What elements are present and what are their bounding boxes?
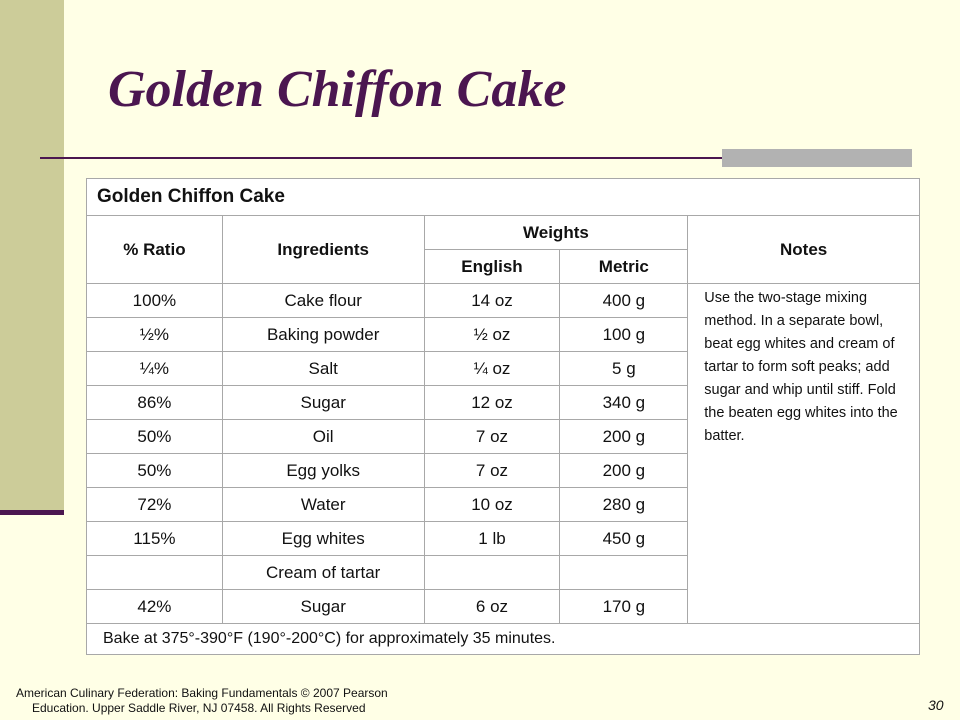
ingredient-cell: Oil xyxy=(221,419,425,454)
ingredient-cell: Water xyxy=(221,487,425,522)
metric-cell: 170 g xyxy=(559,589,689,624)
english-cell: 1 lb xyxy=(423,521,561,556)
english-cell: 14 oz xyxy=(423,283,561,318)
ratio-cell: 86% xyxy=(86,385,223,420)
header-ratio: % Ratio xyxy=(86,215,223,284)
ingredient-cell: Sugar xyxy=(221,385,425,420)
ratio-cell: 72% xyxy=(86,487,223,522)
credit-line-1: American Culinary Federation: Baking Fun… xyxy=(16,686,388,700)
sidebar-underline xyxy=(0,510,64,515)
english-cell: 12 oz xyxy=(423,385,561,420)
english-cell: 10 oz xyxy=(423,487,561,522)
english-cell: 6 oz xyxy=(423,589,561,624)
ingredient-cell: Cream of tartar xyxy=(221,555,425,590)
ingredient-cell: Salt xyxy=(221,351,425,386)
table-row: 115% Egg whites 1 lb 450 g xyxy=(86,521,920,556)
ratio-cell: 100% xyxy=(86,283,223,318)
title-rule xyxy=(40,157,910,159)
notes-cell: Use the two-stage mixing method. In a se… xyxy=(687,283,920,624)
metric-cell: 450 g xyxy=(559,521,689,556)
table-row: ¼% Salt ¼ oz 5 g xyxy=(86,351,920,386)
table-row: Cream of tartar xyxy=(86,555,920,590)
english-cell: 7 oz xyxy=(423,419,561,454)
ratio-cell xyxy=(86,555,223,590)
ingredient-cell: Sugar xyxy=(221,589,425,624)
ingredient-cell: Egg whites xyxy=(221,521,425,556)
table-row: 100% Cake flour 14 oz 400 g Use the two-… xyxy=(86,283,920,624)
header-weights: Weights xyxy=(423,215,689,250)
ratio-cell: 50% xyxy=(86,453,223,488)
metric-cell: 280 g xyxy=(559,487,689,522)
ingredient-cell: Cake flour xyxy=(221,283,425,318)
baking-instructions: Bake at 375°-390°F (190°-200°C) for appr… xyxy=(86,623,920,655)
table-row: ½% Baking powder ½ oz 100 g xyxy=(86,317,920,352)
table-row: 50% Oil 7 oz 200 g xyxy=(86,419,920,454)
metric-cell: 340 g xyxy=(559,385,689,420)
header-ingredients: Ingredients xyxy=(221,215,425,284)
ratio-cell: 42% xyxy=(86,589,223,624)
table-caption: Golden Chiffon Cake xyxy=(86,178,920,216)
table-row: 72% Water 10 oz 280 g xyxy=(86,487,920,522)
ratio-cell: ¼% xyxy=(86,351,223,386)
metric-cell: 400 g xyxy=(559,283,689,318)
table-row: 86% Sugar 12 oz 340 g xyxy=(86,385,920,420)
metric-cell: 100 g xyxy=(559,317,689,352)
ingredient-cell: Egg yolks xyxy=(221,453,425,488)
recipe-table: Golden Chiffon Cake % Ratio Ingredients … xyxy=(86,178,920,655)
metric-cell xyxy=(559,555,689,590)
header-english: English xyxy=(423,249,561,284)
page-number: 30 xyxy=(928,697,944,713)
metric-cell: 5 g xyxy=(559,351,689,386)
slide-title: Golden Chiffon Cake xyxy=(108,61,567,118)
header-metric: Metric xyxy=(559,249,689,284)
sidebar-band xyxy=(0,0,64,512)
english-cell: 7 oz xyxy=(423,453,561,488)
header-notes: Notes xyxy=(687,215,920,284)
ingredient-cell: Baking powder xyxy=(221,317,425,352)
credit-line-2: Education. Upper Saddle River, NJ 07458.… xyxy=(32,701,366,715)
table-row: 42% Sugar 6 oz 170 g xyxy=(86,589,920,624)
ratio-cell: 115% xyxy=(86,521,223,556)
english-cell: ¼ oz xyxy=(423,351,561,386)
metric-cell: 200 g xyxy=(559,453,689,488)
ratio-cell: 50% xyxy=(86,419,223,454)
english-cell: ½ oz xyxy=(423,317,561,352)
metric-cell: 200 g xyxy=(559,419,689,454)
title-accent-bar xyxy=(722,149,912,167)
english-cell xyxy=(423,555,561,590)
copyright-credit: American Culinary Federation: Baking Fun… xyxy=(16,686,446,716)
ratio-cell: ½% xyxy=(86,317,223,352)
